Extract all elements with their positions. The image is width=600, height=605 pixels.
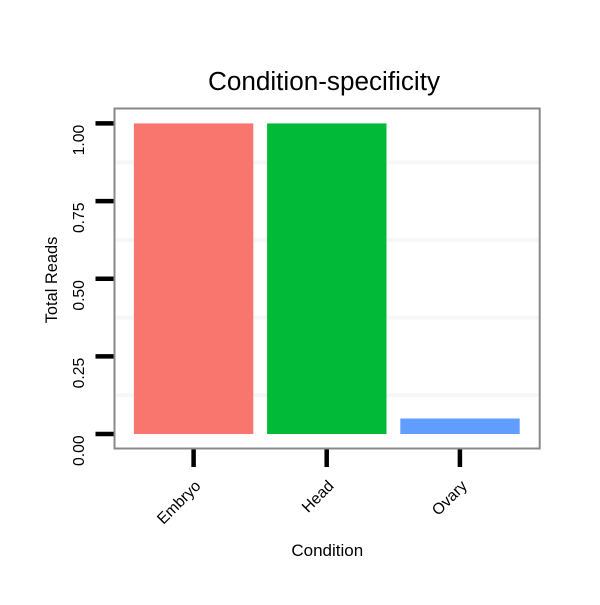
svg-text:Condition: Condition — [291, 541, 363, 560]
svg-text:1.00: 1.00 — [71, 125, 88, 156]
svg-text:Total Reads: Total Reads — [43, 237, 61, 324]
svg-text:0.00: 0.00 — [71, 435, 88, 466]
svg-text:0.50: 0.50 — [71, 280, 88, 311]
svg-text:Condition-specificity: Condition-specificity — [208, 66, 440, 96]
svg-text:0.75: 0.75 — [71, 202, 88, 233]
svg-text:0.25: 0.25 — [71, 358, 88, 389]
